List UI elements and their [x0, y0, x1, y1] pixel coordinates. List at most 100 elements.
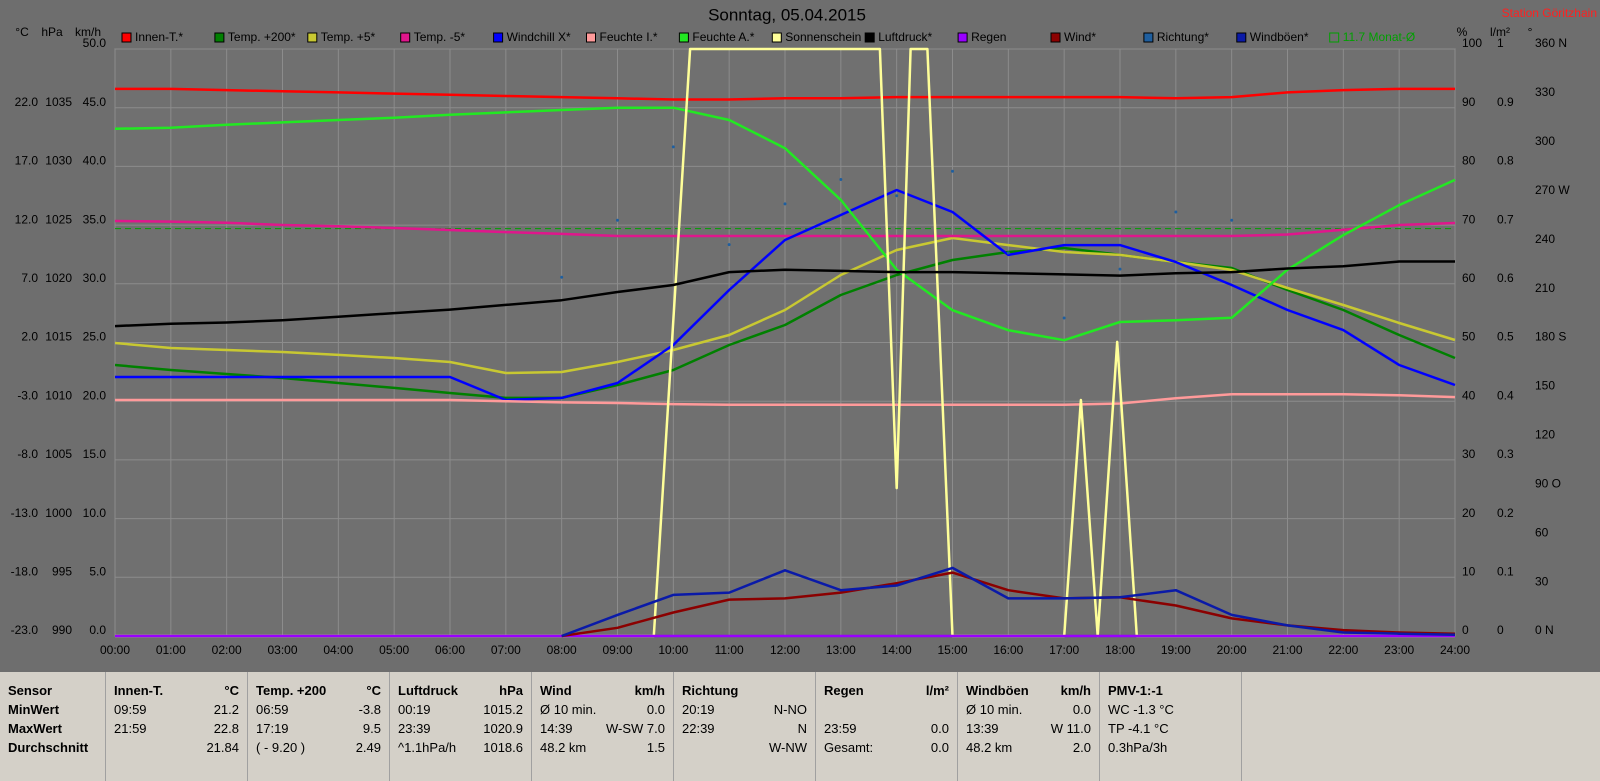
table-cell: 9.5: [362, 721, 381, 736]
table-cell: 48.2 km: [966, 740, 1013, 755]
y-tick-label: 240: [1535, 232, 1555, 246]
table-cell: 0.0: [1072, 702, 1091, 717]
x-tick-label: 02:00: [212, 643, 242, 657]
table-cell: 0.3hPa/3h: [1108, 740, 1168, 755]
y-tick-label: 90 O: [1535, 476, 1561, 490]
table-cell: 14:39: [540, 721, 573, 736]
x-tick-label: 14:00: [882, 643, 912, 657]
legend-swatch: [678, 32, 689, 43]
table-cell: 21:59: [114, 721, 147, 736]
series-line: [115, 188, 1456, 402]
table-row: W-NW: [674, 739, 815, 757]
legend-swatch: [1329, 32, 1340, 43]
direction-point: [951, 169, 954, 173]
y-tick-label: 0.5: [1497, 330, 1514, 344]
y-tick-label: 60: [1535, 525, 1549, 539]
y-tick-label: 0.4: [1497, 388, 1514, 402]
y-tick-label: 100: [1462, 36, 1482, 50]
y-tick-label: 1030: [45, 154, 72, 168]
column-header: Wind km/h: [532, 682, 673, 700]
legend-swatch: [121, 32, 132, 43]
table-cell: TP -4.1 °C: [1108, 721, 1169, 736]
table-cell: ( - 9.20 ): [256, 740, 306, 755]
legend-label: Wind*: [1064, 30, 1096, 44]
axis-unit: °: [1528, 25, 1533, 39]
table-column: Richtung 20:19 N-NO 22:39 N W-NW: [674, 672, 816, 781]
y-tick-label: 150: [1535, 379, 1555, 393]
y-tick-label: 330: [1535, 85, 1555, 99]
column-unit: km/h: [634, 683, 665, 698]
table-row: 14:39 W-SW 7.0: [532, 720, 673, 738]
y-tick-label: 180 S: [1535, 330, 1566, 344]
x-tick-label: 09:00: [602, 643, 632, 657]
y-tick-label: 60: [1462, 271, 1476, 285]
column-title: Richtung: [682, 683, 739, 698]
y-tick-label: 1005: [45, 447, 72, 461]
direction-point: [560, 275, 564, 279]
table-row: TP -4.1 °C: [1100, 720, 1241, 738]
table-row: ( - 9.20 ) 2.49: [248, 739, 389, 757]
x-tick-label: 10:00: [658, 643, 688, 657]
table-cell: 21.2: [213, 702, 239, 717]
table-cell: 17:19: [256, 721, 289, 736]
table-column: Regen l/m² 23:59 0.0 Gesamt: 0.0: [816, 672, 958, 781]
y-tick-label: 0: [1462, 623, 1469, 637]
legend-label: Feuchte I.*: [600, 30, 658, 44]
axis-unit: km/h: [75, 25, 101, 39]
legend-label: Sonnenschein: [785, 30, 861, 44]
x-tick-label: 11:00: [715, 643, 744, 657]
y-tick-label: 0 N: [1535, 623, 1554, 637]
table-row: 48.2 km 2.0: [958, 739, 1099, 757]
legend-label: Richtung*: [1157, 30, 1209, 44]
column-title: Innen-T.: [114, 683, 164, 698]
column-title: Temp. +200: [256, 683, 327, 698]
y-tick-label: -18.0: [11, 564, 39, 578]
y-tick-label: 30: [1535, 574, 1549, 588]
y-tick-label: 120: [1535, 428, 1555, 442]
table-cell: Gesamt:: [824, 740, 874, 755]
legend-label: Luftdruck*: [878, 30, 932, 44]
y-tick-label: -3.0: [17, 388, 38, 402]
column-unit: °C: [366, 683, 381, 698]
direction-point: [616, 218, 619, 222]
row-label-text: Sensor: [8, 683, 53, 698]
statistics-table: Sensor MinWert MaxWert Durchschnitt Innen-T.…: [0, 672, 1600, 781]
y-tick-label: 1035: [45, 95, 72, 109]
legend-label: Temp. +5*: [321, 30, 376, 44]
column-unit: l/m²: [925, 683, 949, 698]
table-cell: N: [797, 721, 807, 736]
x-tick-label: 06:00: [435, 643, 465, 657]
legend-swatch: [771, 32, 782, 43]
table-cell: 2.49: [355, 740, 381, 755]
column-unit: hPa: [499, 683, 523, 698]
y-tick-label: 45.0: [83, 95, 107, 109]
y-tick-label: 0.8: [1497, 154, 1514, 168]
x-tick-label: 03:00: [267, 643, 297, 657]
y-tick-label: -23.0: [11, 623, 39, 637]
x-tick-label: 18:00: [1105, 643, 1135, 657]
table-cell: 09:59: [114, 702, 147, 717]
y-tick-label: 17.0: [15, 154, 39, 168]
column-unit: °C: [224, 683, 239, 698]
row-label-text: MinWert: [8, 702, 60, 717]
y-tick-label: 210: [1535, 281, 1555, 295]
y-tick-label: 0.9: [1497, 95, 1514, 109]
direction-point: [895, 194, 899, 198]
y-tick-label: 0: [1497, 623, 1504, 637]
y-tick-label: 1010: [45, 388, 72, 402]
y-tick-label: 1015: [45, 330, 72, 344]
y-tick-label: 360 N: [1535, 36, 1567, 50]
table-cell: N-NO: [773, 702, 807, 717]
x-tick-label: 16:00: [993, 643, 1023, 657]
y-tick-label: 10.0: [83, 506, 107, 520]
table-cell: Ø 10 min.: [966, 702, 1023, 717]
y-tick-label: 12.0: [15, 212, 39, 226]
legend-swatch: [493, 32, 504, 43]
axis-unit: hPa: [41, 25, 63, 39]
y-tick-label: 50.0: [83, 36, 107, 50]
table-cell: W 11.0: [1050, 721, 1091, 736]
table-row: 09:59 21.2: [106, 701, 247, 719]
table-column: Wind km/h Ø 10 min. 0.0 14:39 W-SW 7.0 48.2 km…: [532, 672, 674, 781]
y-tick-label: 0.3: [1497, 447, 1514, 461]
